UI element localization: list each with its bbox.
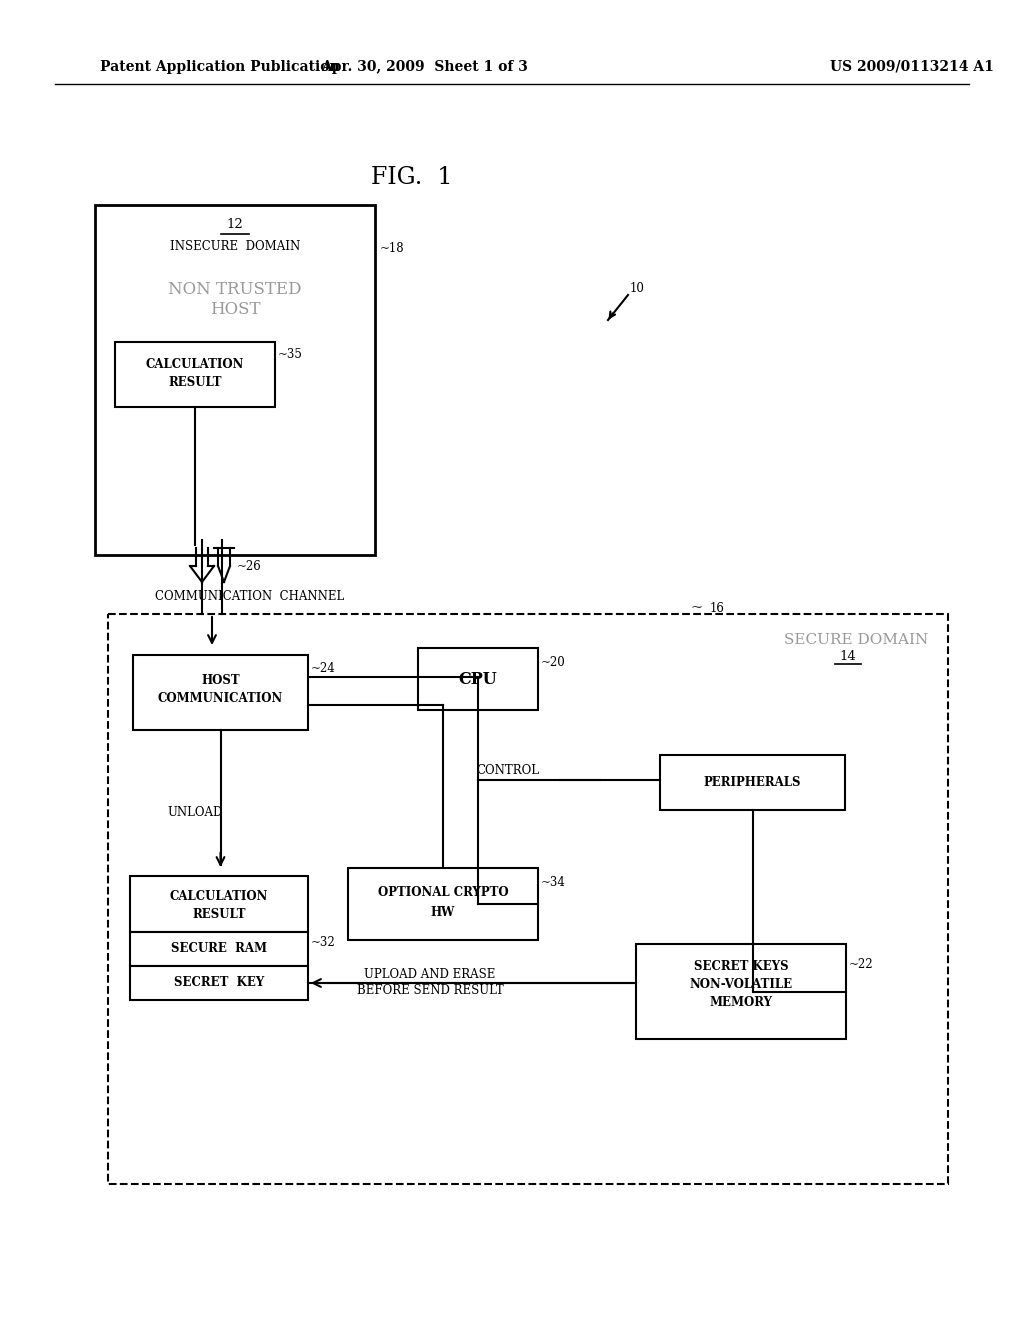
Text: PERIPHERALS: PERIPHERALS	[703, 776, 801, 789]
Bar	[130, 966, 308, 1001]
Text: 10: 10	[630, 281, 645, 294]
Text: SECURE DOMAIN: SECURE DOMAIN	[783, 634, 928, 647]
Text: SECRET KEYS: SECRET KEYS	[693, 960, 788, 973]
Text: HW: HW	[431, 906, 456, 919]
Text: ~34: ~34	[541, 875, 566, 888]
Text: ~20: ~20	[541, 656, 565, 668]
Text: CALCULATION: CALCULATION	[170, 890, 268, 903]
Bar	[130, 876, 308, 932]
Text: NON TRUSTED: NON TRUSTED	[168, 281, 302, 298]
Text: ~32: ~32	[311, 936, 336, 949]
Bar	[108, 614, 948, 1184]
Bar	[348, 869, 538, 940]
Text: Apr. 30, 2009  Sheet 1 of 3: Apr. 30, 2009 Sheet 1 of 3	[322, 59, 528, 74]
Text: 12: 12	[226, 219, 244, 231]
Text: HOST: HOST	[210, 301, 260, 318]
Text: ~26: ~26	[237, 561, 262, 573]
Text: HOST: HOST	[201, 673, 240, 686]
Text: MEMORY: MEMORY	[710, 995, 772, 1008]
Bar	[636, 944, 846, 1039]
Text: CPU: CPU	[459, 671, 498, 688]
Text: ~: ~	[691, 601, 703, 615]
Text: UPLOAD AND ERASE: UPLOAD AND ERASE	[365, 968, 496, 981]
Bar	[130, 932, 308, 966]
Text: UNLOAD: UNLOAD	[168, 805, 223, 818]
Bar	[115, 342, 275, 407]
Bar	[95, 205, 375, 554]
Text: ~35: ~35	[278, 347, 303, 360]
Text: OPTIONAL CRYPTO: OPTIONAL CRYPTO	[378, 886, 508, 899]
Text: SECURE  RAM: SECURE RAM	[171, 942, 267, 956]
Text: RESULT: RESULT	[168, 375, 222, 388]
Text: ~18: ~18	[380, 242, 404, 255]
Text: Patent Application Publication: Patent Application Publication	[100, 59, 340, 74]
Text: CALCULATION: CALCULATION	[145, 358, 244, 371]
Text: ~22: ~22	[849, 957, 873, 970]
Text: ~24: ~24	[311, 663, 336, 676]
Text: US 2009/0113214 A1: US 2009/0113214 A1	[830, 59, 994, 74]
Text: BEFORE SEND RESULT: BEFORE SEND RESULT	[356, 983, 504, 997]
Text: 14: 14	[840, 649, 856, 663]
Bar	[660, 755, 845, 810]
Text: INSECURE  DOMAIN: INSECURE DOMAIN	[170, 240, 300, 253]
Text: SECRET  KEY: SECRET KEY	[174, 977, 264, 990]
Text: RESULT: RESULT	[193, 908, 246, 920]
Bar	[418, 648, 538, 710]
Text: CONTROL: CONTROL	[476, 763, 540, 776]
Text: 16: 16	[710, 602, 725, 615]
Text: NON-VOLATILE: NON-VOLATILE	[689, 978, 793, 990]
Text: COMMUNICATION: COMMUNICATION	[158, 692, 283, 705]
Text: COMMUNICATION  CHANNEL: COMMUNICATION CHANNEL	[156, 590, 345, 602]
Bar	[133, 655, 308, 730]
Text: FIG.  1: FIG. 1	[372, 166, 453, 190]
